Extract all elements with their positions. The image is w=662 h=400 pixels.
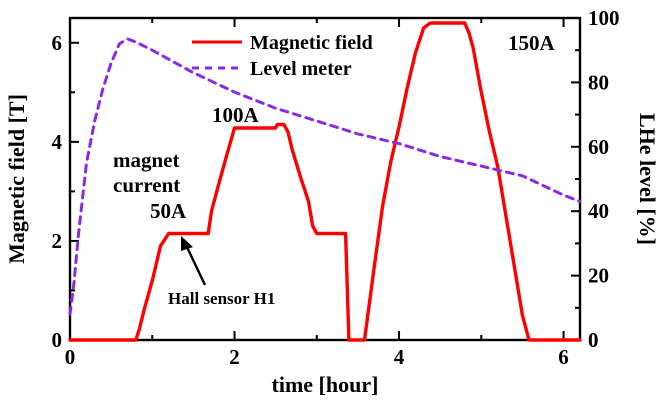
annotation-current: current <box>113 173 180 197</box>
hall-sensor-arrow <box>184 244 207 286</box>
annotation-magnet: magnet <box>113 148 180 172</box>
series-line-magnetic-field <box>68 21 582 342</box>
legend-label: Magnetic field <box>250 32 373 54</box>
y-right-tick-label: 20 <box>588 264 609 288</box>
y-left-tick-label: 6 <box>52 31 63 55</box>
annotation-150a: 150A <box>508 31 556 55</box>
y-right-tick-label: 80 <box>588 70 609 94</box>
y-right-tick-label: 60 <box>588 135 609 159</box>
y-left-tick-label: 2 <box>52 229 63 253</box>
y-axis-left-title: Magnetic field [T] <box>4 94 29 264</box>
x-axis-title: time [hour] <box>272 372 379 397</box>
annotation-hall-sensor: Hall sensor H1 <box>168 289 275 308</box>
x-tick-label: 4 <box>394 345 405 369</box>
y-right-tick-label: 100 <box>588 6 620 30</box>
y-right-tick-label: 0 <box>588 328 599 352</box>
series-layer <box>68 21 582 342</box>
y-axis-right-title: LHe level [%] <box>635 113 660 245</box>
y-right-tick-label: 40 <box>588 199 609 223</box>
y-left-tick-label: 4 <box>52 130 63 154</box>
hall-sensor-arrowhead <box>181 236 193 251</box>
annotation-50a: 50A <box>150 199 187 223</box>
x-tick-label: 6 <box>558 345 569 369</box>
x-tick-label: 0 <box>65 345 76 369</box>
legend-label: Level meter <box>250 58 352 80</box>
series-line-level-meter <box>68 37 582 316</box>
axis-titles: time [hour] Magnetic field [T] LHe level… <box>4 94 660 397</box>
x-tick-label: 2 <box>229 345 240 369</box>
legend: Magnetic field Level meter <box>192 32 373 80</box>
annotation-100a: 100A <box>212 103 260 127</box>
y-left-tick-label: 0 <box>52 328 63 352</box>
